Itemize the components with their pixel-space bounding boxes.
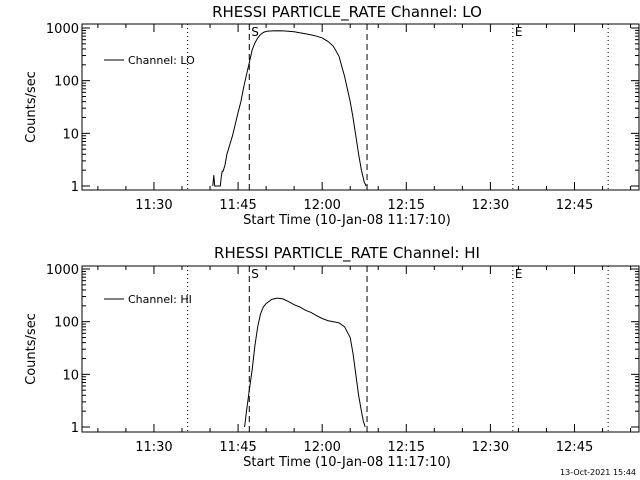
x-tick-label: 12:00 xyxy=(303,198,340,213)
y-tick-label: 1 xyxy=(71,421,79,436)
date-stamp: 13-Oct-2021 15:44 xyxy=(560,468,636,477)
plot-title: RHESSI PARTICLE_RATE Channel: HI xyxy=(214,244,480,263)
y-tick-label: 1000 xyxy=(46,263,79,278)
legend: Channel: LO xyxy=(104,54,195,67)
x-tick-label: 12:45 xyxy=(556,198,593,213)
y-axis-label: Counts/sec xyxy=(24,313,39,385)
legend: Channel: HI xyxy=(104,293,192,306)
plot-panel-lo: RHESSI PARTICLE_RATE Channel: LO Start T… xyxy=(24,3,640,228)
x-tick-label: 12:15 xyxy=(388,440,425,455)
y-tick-label: 10 xyxy=(62,368,79,383)
x-tick-label: 12:00 xyxy=(303,440,340,455)
x-tick-label: 11:45 xyxy=(219,198,256,213)
event-marker-label: E xyxy=(515,267,523,281)
legend-label: Channel: LO xyxy=(128,54,195,67)
series-line xyxy=(244,297,366,428)
x-axis-label: Start Time (10-Jan-08 11:17:10) xyxy=(243,213,451,228)
y-axis-label: Counts/sec xyxy=(24,71,39,143)
y-tick-label: 100 xyxy=(54,316,79,331)
legend-label: Channel: HI xyxy=(128,293,192,306)
x-axis-label: Start Time (10-Jan-08 11:17:10) xyxy=(243,455,451,470)
x-tick-label: 12:45 xyxy=(556,440,593,455)
x-tick-label: 11:30 xyxy=(135,198,172,213)
x-tick-label: 11:45 xyxy=(219,440,256,455)
y-tick-label: 100 xyxy=(54,75,79,90)
x-tick-label: 12:30 xyxy=(472,198,509,213)
x-tick-label: 12:30 xyxy=(472,440,509,455)
plot-title: RHESSI PARTICLE_RATE Channel: LO xyxy=(212,3,482,22)
plot-frame xyxy=(81,23,640,191)
event-marker-label: S xyxy=(251,267,259,281)
event-marker-label: E xyxy=(515,25,523,39)
plot-panel-hi: RHESSI PARTICLE_RATE Channel: HI Start T… xyxy=(24,244,640,470)
series-line xyxy=(212,30,367,187)
y-tick-label: 1 xyxy=(71,180,79,195)
x-tick-label: 12:15 xyxy=(388,198,425,213)
event-marker-label: S xyxy=(251,25,259,39)
x-tick-label: 11:30 xyxy=(135,440,172,455)
y-tick-label: 10 xyxy=(62,127,79,142)
y-tick-label: 1000 xyxy=(46,22,79,37)
